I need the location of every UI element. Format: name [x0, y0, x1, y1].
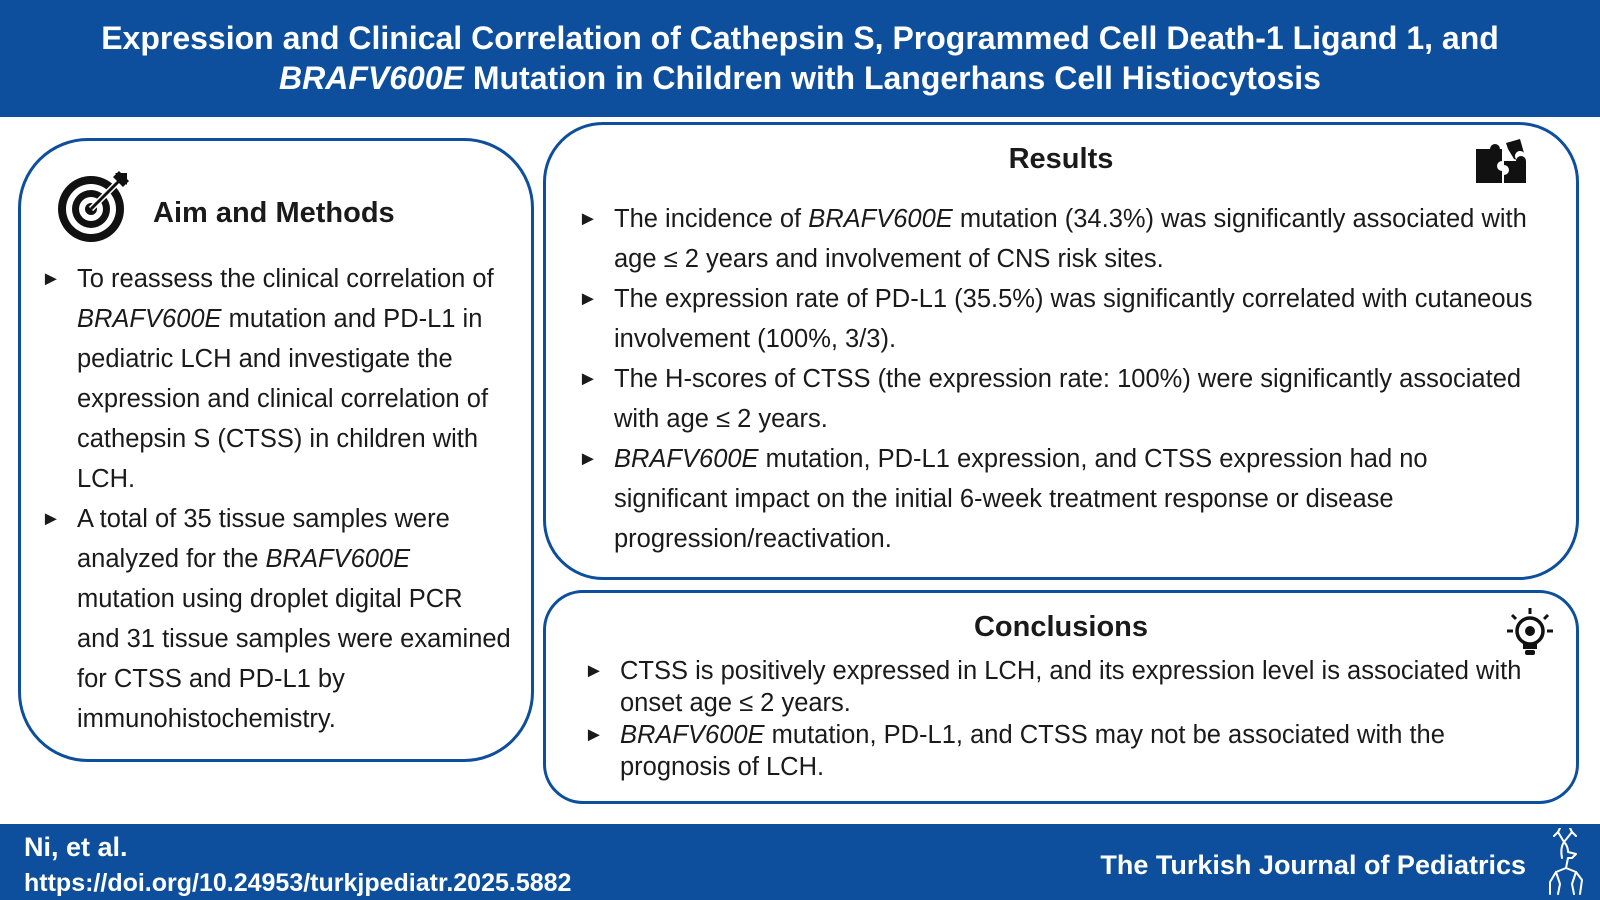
bullet-text: The incidence of — [614, 205, 809, 233]
aim-bullet-list: ► To reassess the clinical correlation of… — [41, 259, 511, 739]
gene-name-italic: BRAFV600E — [77, 305, 222, 333]
aim-methods-panel: Aim and Methods ► To reassess the clinica… — [18, 138, 534, 762]
bullet-text: To reassess the clinical correlation of — [77, 265, 494, 293]
bullet-item: ► The expression rate of PD-L1 (35.5%) wa… — [578, 279, 1538, 359]
footer-bar: Ni, et al. https://doi.org/10.24953/turk… — [0, 824, 1600, 900]
lightbulb-icon — [1507, 608, 1553, 655]
bullet-item: ► The H-scores of CTSS (the expression ra… — [578, 359, 1538, 439]
authors: Ni, et al. — [24, 832, 128, 862]
conclusions-bullet-list: ► CTSS is positively expressed in LCH, an… — [584, 655, 1544, 783]
bullet-item: ► The incidence of BRAFV600E mutation (34… — [578, 199, 1538, 279]
target-icon — [58, 171, 129, 242]
bullet-item: ► To reassess the clinical correlation of… — [41, 259, 511, 499]
bullet-text: mutation (34.3%) was significantly assoc… — [614, 205, 1527, 273]
title-line-1: Expression and Clinical Correlation of C… — [101, 20, 1499, 56]
doi-link[interactable]: https://doi.org/10.24953/turkjpediatr.20… — [24, 869, 572, 897]
bullet-item: ► A total of 35 tissue samples were analy… — [41, 499, 511, 739]
bullet-arrow-icon: ► — [584, 724, 604, 746]
title-gene-name: BRAFV600E — [279, 60, 464, 96]
bullet-item: ► CTSS is positively expressed in LCH, an… — [584, 655, 1544, 719]
gene-name-italic: BRAFV600E — [808, 205, 953, 233]
bullet-text: A total of 35 tissue samples were analyz… — [77, 505, 450, 573]
conclusions-title: Conclusions — [973, 611, 1148, 643]
gene-name-italic: BRAFV600E — [265, 545, 411, 573]
bullet-arrow-icon: ► — [41, 508, 61, 530]
bullet-text: mutation, PD-L1 expression, and CTSS exp… — [614, 445, 1428, 553]
conclusions-panel: Conclusions ► CTSS is positively expresse… — [543, 590, 1579, 804]
gene-name-italic: BRAFV600E — [620, 721, 765, 749]
deer-logo-icon — [1549, 828, 1583, 895]
bullet-arrow-icon: ► — [578, 368, 598, 390]
journal-name: The Turkish Journal of Pediatrics — [1100, 850, 1526, 880]
bullet-arrow-icon: ► — [41, 268, 61, 290]
title-line-2-text: Mutation in Children with Langerhans Cel… — [463, 60, 1321, 96]
gene-name-italic: BRAFV600E — [614, 445, 759, 473]
bullet-text: CTSS is positively expressed in LCH, and… — [620, 657, 1522, 717]
bullet-item: ► BRAFV600E mutation, PD-L1, and CTSS may… — [584, 719, 1544, 783]
bullet-text: mutation and PD-L1 in pediatric LCH and … — [77, 305, 489, 493]
bullet-text: mutation, PD-L1, and CTSS may not be ass… — [620, 721, 1445, 781]
title-line-2: BRAFV600E Mutation in Children with Lang… — [0, 58, 1600, 98]
bullet-item: ► BRAFV600E mutation, PD-L1 expression, a… — [578, 439, 1538, 559]
bullet-text: The expression rate of PD-L1 (35.5%) was… — [614, 285, 1533, 353]
bullet-text: mutation using droplet digital PCR and 3… — [77, 585, 511, 733]
results-bullet-list: ► The incidence of BRAFV600E mutation (34… — [578, 199, 1538, 559]
bullet-arrow-icon: ► — [578, 288, 598, 310]
puzzle-icon — [1476, 139, 1526, 183]
results-title: Results — [1008, 143, 1114, 175]
aim-methods-title: Aim and Methods — [153, 197, 395, 229]
bullet-text: The H-scores of CTSS (the expression rat… — [614, 365, 1522, 433]
bullet-arrow-icon: ► — [578, 448, 598, 470]
bullet-arrow-icon: ► — [584, 660, 604, 682]
bullet-arrow-icon: ► — [578, 208, 598, 230]
header-banner: Expression and Clinical Correlation of C… — [0, 0, 1600, 117]
results-panel: Results ► The incidence of BRAFV600E muta… — [543, 122, 1579, 580]
